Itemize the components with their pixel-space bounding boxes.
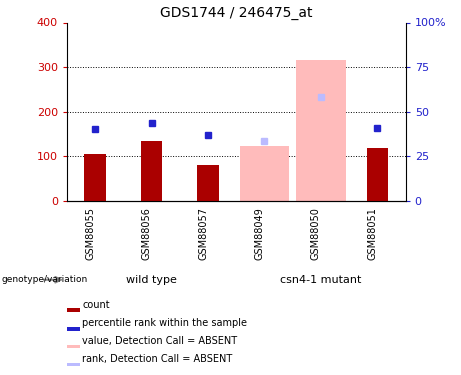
Bar: [67, 327, 80, 331]
Text: GSM88055: GSM88055: [85, 207, 95, 261]
Bar: [67, 363, 80, 366]
Bar: [197, 165, 219, 201]
Text: GSM88051: GSM88051: [367, 207, 378, 260]
Bar: [141, 141, 162, 201]
Text: value, Detection Call = ABSENT: value, Detection Call = ABSENT: [82, 336, 237, 346]
Bar: [67, 309, 80, 312]
Bar: [67, 345, 80, 348]
Text: genotype/variation: genotype/variation: [1, 275, 88, 284]
Text: count: count: [82, 300, 110, 310]
Text: GSM88050: GSM88050: [311, 207, 321, 260]
Text: GSM88049: GSM88049: [254, 207, 265, 260]
Bar: [240, 146, 290, 201]
Title: GDS1744 / 246475_at: GDS1744 / 246475_at: [160, 6, 313, 20]
Text: rank, Detection Call = ABSENT: rank, Detection Call = ABSENT: [82, 354, 232, 364]
Text: csn4-1 mutant: csn4-1 mutant: [280, 275, 362, 285]
Bar: [296, 60, 346, 201]
Text: wild type: wild type: [126, 275, 177, 285]
Text: GSM88057: GSM88057: [198, 207, 208, 261]
Bar: [84, 154, 106, 201]
Text: GSM88056: GSM88056: [142, 207, 152, 260]
Bar: [366, 148, 388, 201]
Text: percentile rank within the sample: percentile rank within the sample: [82, 318, 247, 328]
